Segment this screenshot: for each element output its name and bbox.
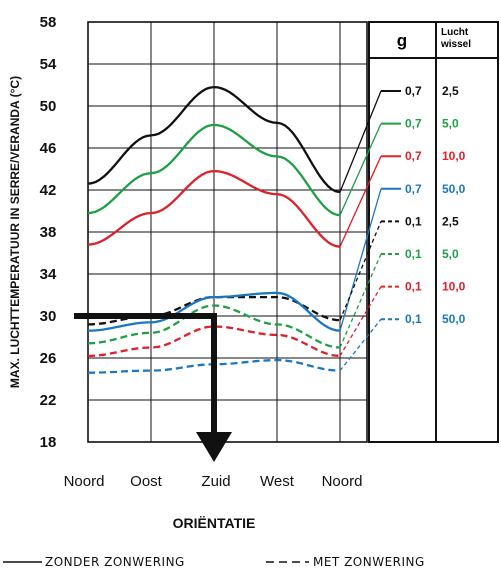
footer-solid-label: ZONDER ZONWERING <box>45 555 185 569</box>
x-tick-label: Oost <box>130 473 163 490</box>
legend-lucht-value: 2,5 <box>442 84 459 98</box>
series-line <box>87 169 341 248</box>
y-tick-label: 26 <box>40 350 57 367</box>
series-line <box>87 291 341 332</box>
y-tick-label: 58 <box>40 14 57 31</box>
series-line <box>87 123 341 217</box>
x-tick-label: Noord <box>64 473 105 490</box>
x-tick-label: West <box>260 473 295 490</box>
legend-connector <box>339 318 382 372</box>
legend-g-value: 0,7 <box>405 84 422 98</box>
legend-g-value: 0,1 <box>405 214 422 228</box>
legend-connector <box>339 188 382 331</box>
legend-g-value: 0,1 <box>405 312 422 326</box>
x-tick-label: Noord <box>322 473 363 490</box>
x-tick-labels: Noord Oost Zuid West Noord <box>64 473 363 490</box>
x-tick-label: Zuid <box>201 473 230 490</box>
y-tick-label: 46 <box>40 140 57 157</box>
legend-g-value: 0,7 <box>405 117 422 131</box>
plot-grid <box>87 21 368 443</box>
legend-box <box>368 21 499 443</box>
reading-arrow <box>74 313 232 462</box>
legend-connector <box>339 123 382 216</box>
plot-frame <box>87 21 368 443</box>
legend-g-value: 0,1 <box>405 280 422 294</box>
legend-connector <box>339 90 382 193</box>
legend-lucht-value: 5,0 <box>442 247 459 261</box>
y-tick-label: 18 <box>40 434 57 451</box>
y-tick-label: 38 <box>40 224 57 241</box>
legend-g-value: 0,7 <box>405 182 422 196</box>
legend-lucht-value: 2,5 <box>442 214 459 228</box>
legend-connector <box>339 253 382 348</box>
series-line <box>87 85 341 194</box>
legend-lucht-value: 5,0 <box>442 117 459 131</box>
series-line <box>87 304 341 349</box>
reading-arrowhead <box>196 432 232 462</box>
legend-lucht-value: 10,0 <box>442 280 466 294</box>
y-tick-label: 34 <box>40 266 57 283</box>
legend-lucht-value: 50,0 <box>442 312 466 326</box>
legend-header-wissel: wissel <box>440 39 471 50</box>
legend-connectors <box>339 90 382 372</box>
footer-dashed-label: MET ZONWERING <box>313 555 425 569</box>
legend-header-g: g <box>397 31 407 50</box>
legend-connector <box>339 221 382 321</box>
y-tick-label: 22 <box>40 392 57 409</box>
legend-header-lucht: Lucht <box>441 27 469 38</box>
legend-lucht-value: 10,0 <box>442 149 466 163</box>
y-tick-label: 50 <box>40 98 57 115</box>
x-axis-label: ORIËNTATIE <box>173 515 256 531</box>
y-axis-label: MAX. LUCHTTEMPERATUUR IN SERRE/VERANDA (… <box>8 76 22 388</box>
legend-lucht-value: 50,0 <box>442 182 466 196</box>
y-tick-label: 30 <box>40 308 57 325</box>
legend-g-value: 0,7 <box>405 149 422 163</box>
legend-g-value: 0,1 <box>405 247 422 261</box>
y-tick-label: 54 <box>40 56 57 73</box>
legend-connector <box>339 155 382 247</box>
y-tick-labels: 58 54 50 46 42 38 34 30 26 22 18 <box>40 14 57 451</box>
y-tick-label: 42 <box>40 182 57 199</box>
